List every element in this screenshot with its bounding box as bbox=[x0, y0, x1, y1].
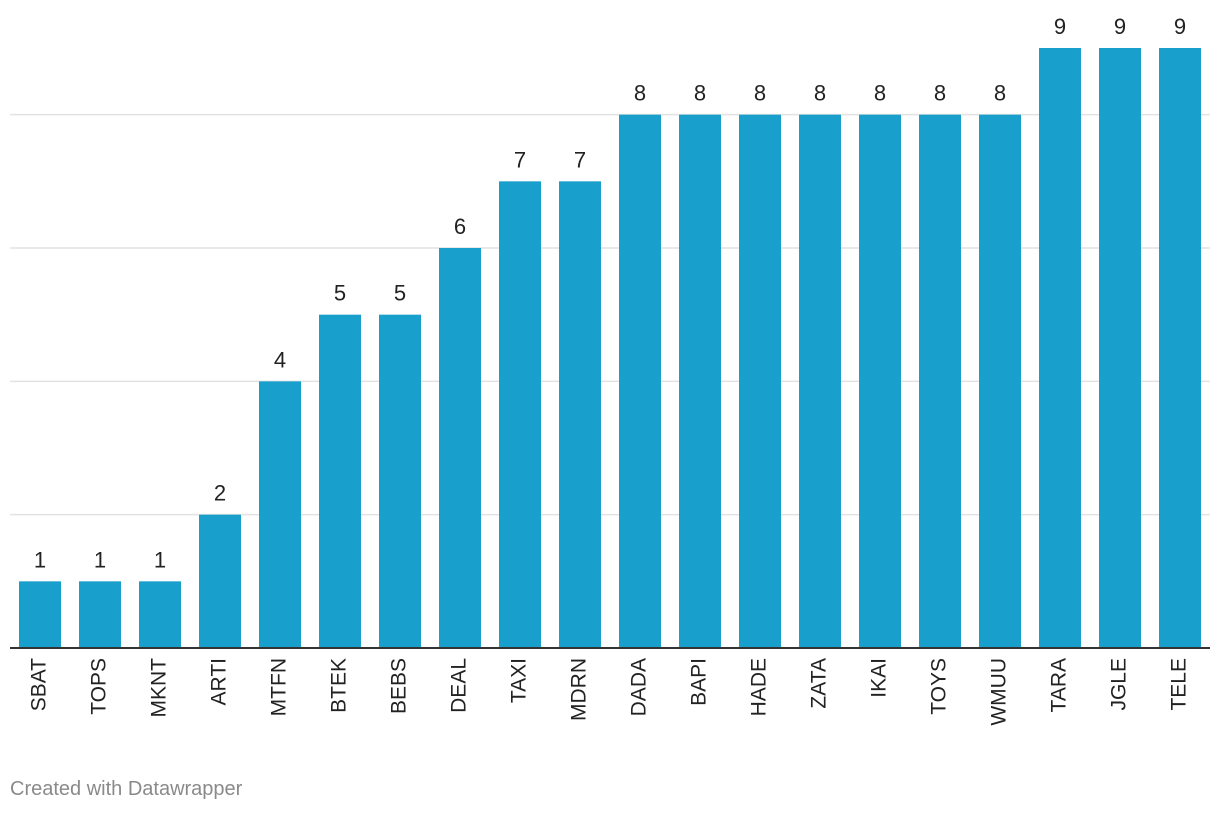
tick-label-ikai: IKAI bbox=[868, 658, 891, 698]
tick-label-bebs: BEBS bbox=[388, 658, 411, 714]
value-label-tops: 1 bbox=[94, 547, 106, 572]
value-label-ikai: 8 bbox=[874, 81, 886, 106]
tick-label-taxi: TAXI bbox=[508, 658, 531, 703]
tick-label-tops: TOPS bbox=[88, 658, 111, 715]
tick-label-sbat: SBAT bbox=[28, 658, 51, 711]
bar-deal bbox=[439, 248, 481, 648]
bar-tele bbox=[1159, 48, 1201, 648]
value-label-arti: 2 bbox=[214, 481, 226, 506]
bar-tara bbox=[1039, 48, 1081, 648]
bar-bapi bbox=[679, 114, 721, 648]
value-label-hade: 8 bbox=[754, 81, 766, 106]
value-label-bapi: 8 bbox=[694, 81, 706, 106]
value-label-mknt: 1 bbox=[154, 547, 166, 572]
value-label-zata: 8 bbox=[814, 81, 826, 106]
tick-label-zata: ZATA bbox=[808, 658, 831, 709]
tick-label-tara: TARA bbox=[1048, 658, 1071, 712]
tick-label-mdrn: MDRN bbox=[568, 658, 591, 721]
bar-chart: 1 1 1 2 4 5 5 6 7 7 8 8 8 8 8 8 8 9 9 9 SBAT TOPS MKNT ARTI MTF… bbox=[10, 14, 1210, 726]
gridlines bbox=[10, 113, 1210, 516]
bar-dada bbox=[619, 114, 661, 648]
value-label-taxi: 7 bbox=[514, 147, 526, 172]
bar-mknt bbox=[139, 581, 181, 648]
tick-label-arti: ARTI bbox=[208, 658, 231, 705]
tick-label-jgle: JGLE bbox=[1108, 658, 1131, 711]
value-label-sbat: 1 bbox=[34, 547, 46, 572]
bar-tops bbox=[79, 581, 121, 648]
value-label-mtfn: 4 bbox=[274, 347, 286, 372]
bar-taxi bbox=[499, 181, 541, 649]
bar-zata bbox=[799, 114, 841, 648]
bar-sbat bbox=[19, 581, 61, 648]
bar-mtfn bbox=[259, 381, 301, 648]
tick-label-mknt: MKNT bbox=[148, 658, 171, 718]
value-label-wmuu: 8 bbox=[994, 81, 1006, 106]
value-label-deal: 6 bbox=[454, 214, 466, 239]
value-label-tele: 9 bbox=[1174, 14, 1186, 39]
value-label-jgle: 9 bbox=[1114, 14, 1126, 39]
tick-label-bapi: BAPI bbox=[688, 658, 711, 706]
tick-label-wmuu: WMUU bbox=[988, 658, 1011, 726]
value-label-btek: 5 bbox=[334, 281, 346, 306]
bar-hade bbox=[739, 114, 781, 648]
tick-label-dada: DADA bbox=[628, 658, 651, 716]
tick-label-toys: TOYS bbox=[928, 658, 951, 715]
bar-arti bbox=[199, 514, 241, 648]
tick-label-mtfn: MTFN bbox=[268, 658, 291, 716]
bar-toys bbox=[919, 114, 961, 648]
value-labels: 1 1 1 2 4 5 5 6 7 7 8 8 8 8 8 8 8 9 9 9 bbox=[34, 14, 1186, 572]
bar-ikai bbox=[859, 114, 901, 648]
value-label-dada: 8 bbox=[634, 81, 646, 106]
bar-bebs bbox=[379, 314, 421, 648]
value-label-toys: 8 bbox=[934, 81, 946, 106]
credit-text: Created with Datawrapper bbox=[10, 778, 243, 800]
tick-label-hade: HADE bbox=[748, 658, 771, 716]
value-label-bebs: 5 bbox=[394, 281, 406, 306]
value-label-tara: 9 bbox=[1054, 14, 1066, 39]
bar-mdrn bbox=[559, 181, 601, 649]
tick-label-deal: DEAL bbox=[448, 658, 471, 713]
bars bbox=[19, 48, 1201, 649]
tick-label-btek: BTEK bbox=[328, 658, 351, 713]
x-axis-tick-labels: SBAT TOPS MKNT ARTI MTFN BTEK BEBS DEAL TAXI MDRN… bbox=[28, 658, 1191, 726]
value-label-mdrn: 7 bbox=[574, 147, 586, 172]
tick-label-tele: TELE bbox=[1168, 658, 1191, 711]
bar-jgle bbox=[1099, 48, 1141, 648]
bar-btek bbox=[319, 314, 361, 648]
bar-wmuu bbox=[979, 114, 1021, 648]
